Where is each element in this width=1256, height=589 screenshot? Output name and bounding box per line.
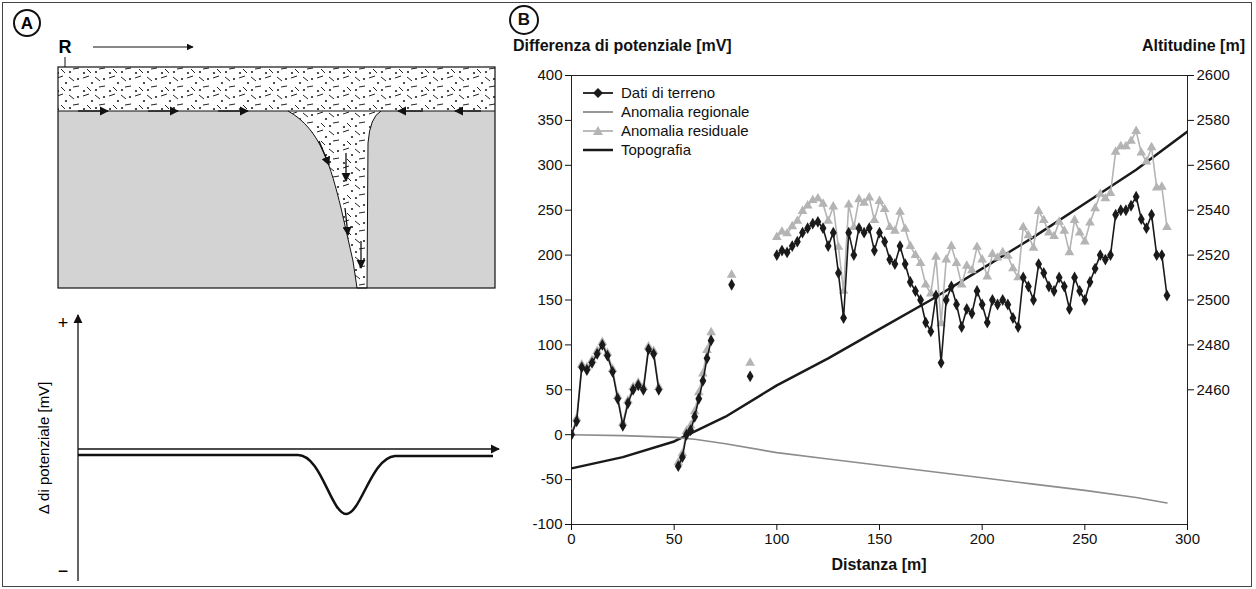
- svg-text:+: +: [58, 313, 69, 333]
- svg-text:250: 250: [537, 201, 562, 218]
- svg-text:50: 50: [546, 381, 563, 398]
- svg-text:250: 250: [1072, 530, 1097, 547]
- html-text:B: B: [517, 10, 531, 29]
- html-text:Dati di terreno: Dati di terreno: [621, 84, 716, 101]
- svg-text:150: 150: [867, 530, 892, 547]
- svg-text:2460: 2460: [1197, 381, 1230, 398]
- html-text:Topografia: Topografia: [621, 141, 692, 158]
- svg-text:Δ di potenziale [mV]: Δ di potenziale [mV]: [35, 382, 52, 515]
- svg-text:2520: 2520: [1197, 246, 1230, 263]
- svg-text:50: 50: [666, 530, 683, 547]
- svg-text:150: 150: [537, 291, 562, 308]
- svg-text:-50: -50: [541, 470, 563, 487]
- svg-text:2500: 2500: [1197, 291, 1230, 308]
- html-text:Anomalia regionale: Anomalia regionale: [621, 103, 750, 120]
- svg-text:200: 200: [970, 530, 995, 547]
- svg-text:2600: 2600: [1197, 66, 1230, 83]
- svg-text:2560: 2560: [1197, 156, 1230, 173]
- svg-text:100: 100: [537, 336, 562, 353]
- svg-text:300: 300: [1175, 530, 1200, 547]
- svg-text:100: 100: [764, 530, 789, 547]
- html-text:Anomalia residuale: Anomalia residuale: [621, 122, 749, 139]
- html-text:Altitudine [m]: Altitudine [m]: [1141, 37, 1245, 54]
- svg-text:-100: -100: [532, 515, 562, 532]
- svg-text:200: 200: [537, 246, 562, 263]
- html-text:Distanza [m]: Distanza [m]: [831, 556, 927, 573]
- svg-text:−: −: [58, 561, 69, 581]
- svg-text:350: 350: [537, 111, 562, 128]
- svg-text:2540: 2540: [1197, 201, 1230, 218]
- svg-text:2480: 2480: [1197, 336, 1230, 353]
- svg-text:0: 0: [567, 530, 575, 547]
- svg-text:300: 300: [537, 156, 562, 173]
- svg-text:400: 400: [537, 66, 562, 83]
- svg-text:R: R: [59, 37, 72, 57]
- html-text:Differenza di potenziale [mV]: Differenza di potenziale [mV]: [513, 37, 732, 54]
- svg-text:A: A: [21, 14, 33, 33]
- svg-text:0: 0: [554, 426, 562, 443]
- svg-text:2580: 2580: [1197, 111, 1230, 128]
